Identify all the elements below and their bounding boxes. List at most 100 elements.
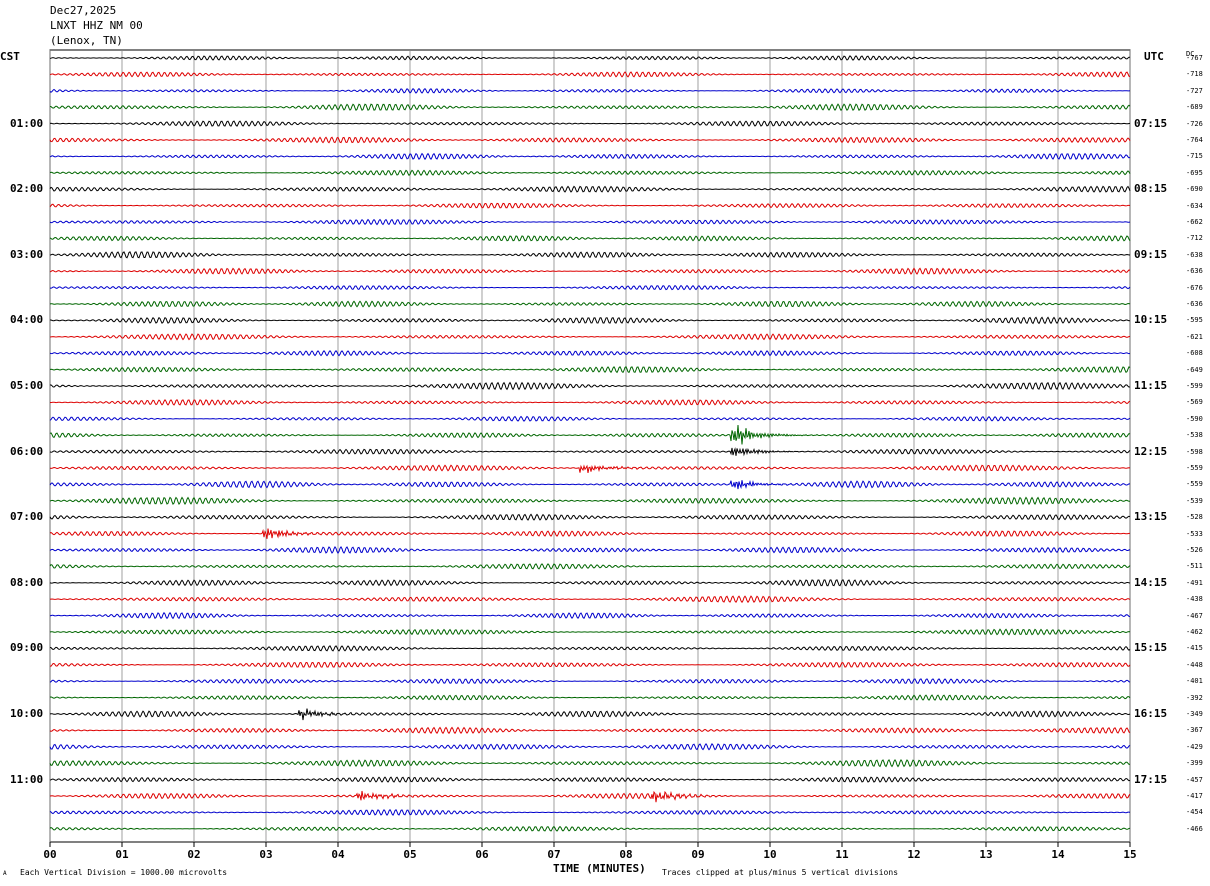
trace-row (49, 87, 1131, 94)
corner-mark: A (3, 870, 7, 877)
trace-row (49, 528, 1130, 539)
trace-row (49, 218, 1131, 226)
left-hour-label: 08:00 (10, 575, 44, 589)
trace-row (49, 776, 1131, 783)
dc-offset-label: -636 (1186, 300, 1203, 308)
dc-offset-label: -538 (1186, 431, 1203, 440)
left-hour-label: 03:00 (10, 247, 44, 261)
x-tick-label: 11 (835, 848, 849, 861)
dc-offset-label: -767 (1186, 54, 1203, 62)
right-hour-label: 15:15 (1134, 641, 1168, 655)
dc-offset-label: -598 (1186, 447, 1203, 456)
x-tick-label: 04 (331, 848, 345, 861)
trace-row (49, 399, 1131, 406)
trace-row (49, 545, 1131, 555)
trace-row (49, 333, 1131, 341)
left-hour-label: 02:00 (10, 182, 44, 196)
header-date: Dec27,2025 (50, 4, 117, 17)
trace-row (49, 513, 1131, 521)
right-timezone-label: UTC (1144, 50, 1164, 63)
trace-row (49, 661, 1131, 668)
dc-offset-label: -718 (1186, 70, 1203, 79)
dc-offset-label: -462 (1186, 628, 1203, 636)
trace-row (49, 479, 1130, 490)
x-tick-label: 02 (187, 848, 200, 861)
trace-row (49, 743, 1131, 751)
x-tick-label: 12 (907, 848, 920, 861)
trace-row (49, 496, 1131, 506)
left-hour-label: 01:00 (10, 116, 44, 130)
trace-row (49, 790, 1131, 803)
trace-row (49, 678, 1131, 685)
left-hour-label: 05:00 (10, 379, 44, 392)
left-hour-label: 11:00 (10, 772, 44, 786)
right-hour-label: 14:15 (1134, 575, 1168, 589)
right-hour-label: 17:15 (1134, 772, 1168, 786)
trace-row (50, 316, 1130, 325)
x-tick-label: 07 (547, 848, 560, 861)
dc-offset-label: -526 (1186, 546, 1203, 554)
x-tick-label: 08 (619, 848, 632, 861)
dc-offset-label: -417 (1186, 792, 1203, 800)
trace-row (49, 169, 1131, 176)
dc-header-label: DC (1186, 50, 1195, 58)
dc-offset-label: -467 (1186, 611, 1203, 620)
trace-row (49, 136, 1131, 144)
trace-row (49, 579, 1131, 587)
x-tick-label: 14 (1051, 848, 1065, 861)
dc-offset-label: -689 (1186, 103, 1203, 112)
dc-offset-label: -401 (1186, 677, 1203, 686)
x-tick-label: 00 (43, 848, 56, 861)
trace-row (49, 595, 1131, 604)
dc-offset-label: -676 (1186, 283, 1203, 292)
trace-row (49, 825, 1131, 832)
dc-offset-label: -727 (1186, 86, 1203, 95)
dc-offset-label: -621 (1186, 332, 1203, 341)
dc-offset-label: -438 (1186, 595, 1203, 604)
dc-offset-label: -569 (1186, 398, 1203, 407)
dc-offset-label: -638 (1186, 250, 1203, 259)
dc-offset-label: -715 (1186, 152, 1203, 161)
trace-row (49, 464, 1131, 473)
dc-offset-label: -634 (1186, 201, 1203, 210)
dc-offset-label: -367 (1186, 726, 1203, 735)
x-tick-label: 01 (115, 848, 129, 861)
trace-row (49, 415, 1131, 422)
dc-offset-label: -695 (1186, 168, 1203, 177)
trace-row (49, 300, 1131, 308)
dc-offset-label: -491 (1186, 578, 1203, 587)
trace-row (49, 808, 1131, 816)
right-hour-label: 11:15 (1134, 379, 1168, 392)
trace-row (49, 202, 1131, 209)
dc-offset-label: -349 (1186, 710, 1203, 718)
trace-row (49, 284, 1131, 291)
dc-offset-label: -457 (1186, 775, 1203, 784)
trace-row (49, 185, 1131, 193)
trace-row (49, 447, 1131, 457)
dc-offset-label: -539 (1186, 496, 1203, 505)
x-tick-label: 15 (1123, 848, 1136, 861)
x-axis-label: TIME (MINUTES) (553, 862, 646, 875)
right-hour-label: 10:15 (1134, 313, 1168, 327)
trace-row (49, 708, 1131, 721)
dc-offset-label: -712 (1186, 234, 1203, 243)
dc-offset-label: -399 (1186, 759, 1203, 768)
trace-row (49, 152, 1131, 161)
trace-row (49, 758, 1131, 768)
seismic-traces (49, 55, 1131, 832)
trace-row (49, 563, 1131, 570)
trace-row (49, 71, 1131, 78)
dc-offset-label: -595 (1186, 316, 1203, 325)
dc-offset-label: -559 (1186, 480, 1203, 489)
dc-offset-label: -454 (1186, 808, 1203, 817)
dc-offset-label: -511 (1186, 562, 1203, 571)
x-tick-label: 13 (979, 848, 992, 861)
dc-offset-label: -590 (1186, 414, 1203, 423)
dc-offset-label: -636 (1186, 267, 1203, 276)
left-hour-label: 07:00 (10, 510, 44, 524)
trace-row (49, 694, 1131, 701)
dc-offset-label: -690 (1186, 185, 1203, 194)
trace-row (49, 424, 1131, 445)
trace-row (49, 726, 1131, 735)
left-hour-label: 10:00 (10, 707, 44, 720)
